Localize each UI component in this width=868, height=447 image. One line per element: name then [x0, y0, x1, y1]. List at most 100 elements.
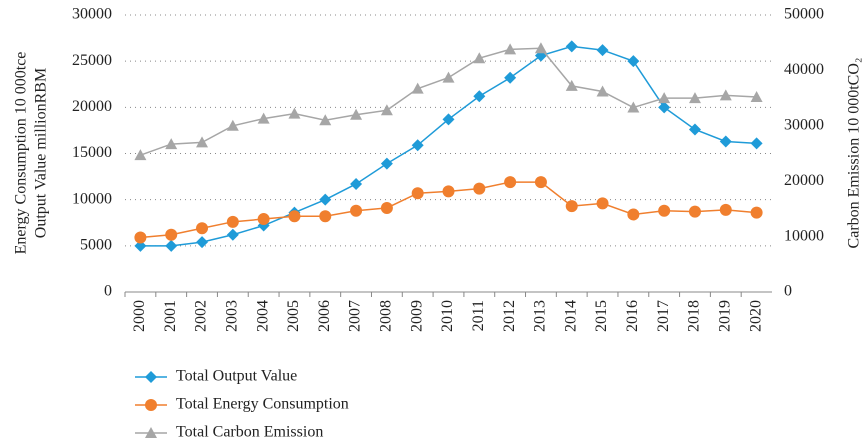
y-tick-label: 10000	[72, 190, 112, 207]
x-tick-label: 2020	[747, 300, 764, 332]
x-tick-label: 2013	[532, 300, 549, 332]
marker	[596, 85, 609, 97]
marker	[473, 90, 486, 103]
marker	[226, 228, 239, 241]
marker	[688, 92, 701, 104]
marker	[134, 149, 147, 161]
marker	[380, 201, 393, 214]
marker	[196, 222, 209, 235]
marker	[719, 135, 732, 148]
legend-label: Total Carbon Emission	[176, 424, 323, 441]
marker	[288, 210, 301, 223]
marker	[688, 123, 701, 136]
marker	[750, 90, 763, 102]
marker	[504, 176, 517, 189]
x-tick-label: 2008	[378, 300, 395, 332]
x-tick-label: 2006	[316, 300, 333, 332]
x-tick-label: 2000	[131, 300, 148, 332]
marker	[473, 182, 486, 195]
marker	[504, 43, 517, 55]
x-tick-label: 2010	[439, 300, 456, 332]
y2-tick-label: 40000	[784, 61, 824, 78]
marker	[750, 206, 763, 219]
y-tick-label: 30000	[72, 6, 112, 23]
x-tick-label: 2016	[624, 300, 641, 332]
marker	[319, 193, 332, 206]
y-tick-label: 25000	[72, 52, 112, 69]
y-tick-label: 15000	[72, 144, 112, 161]
marker	[627, 208, 640, 221]
marker	[165, 138, 178, 150]
x-tick-label: 2012	[501, 300, 518, 332]
marker	[627, 55, 640, 68]
marker	[165, 228, 178, 241]
marker	[411, 139, 424, 152]
x-tick-label: 2018	[686, 300, 703, 332]
marker	[350, 108, 363, 120]
marker	[226, 215, 239, 228]
marker	[719, 203, 732, 216]
marker	[257, 112, 270, 124]
x-tick-label: 2015	[593, 300, 610, 332]
marker	[596, 197, 609, 210]
y-axis-title-line: Output Value millionRBM	[33, 68, 50, 238]
marker	[442, 113, 455, 126]
legend-label: Total Output Value	[176, 368, 297, 385]
y-axis-title: Energy Consumption 10 000tce Output Valu…	[13, 52, 50, 255]
marker	[750, 137, 763, 150]
marker	[688, 205, 701, 218]
marker	[534, 176, 547, 189]
y2-tick-label: 50000	[784, 6, 824, 23]
marker	[534, 42, 547, 54]
x-tick-label: 2002	[193, 300, 210, 332]
y2-tick-label: 0	[784, 283, 792, 300]
x-tick-label: 2003	[224, 300, 241, 332]
marker	[350, 177, 363, 190]
marker	[196, 236, 209, 249]
marker	[350, 204, 363, 217]
x-tick-label: 2014	[562, 300, 579, 332]
marker	[565, 79, 578, 91]
legend-label: Total Energy Consumption	[176, 396, 349, 413]
x-tick-label: 2011	[470, 300, 487, 331]
marker	[411, 82, 424, 94]
marker	[442, 71, 455, 83]
x-tick-label: 2009	[408, 300, 425, 332]
y-tick-label: 0	[104, 283, 112, 300]
x-tick-label: 2005	[285, 300, 302, 332]
x-tick-label: 2019	[716, 300, 733, 332]
x-tick-label: 2004	[254, 300, 271, 332]
marker	[627, 101, 640, 113]
y2-tick-label: 20000	[784, 172, 824, 189]
marker	[473, 52, 486, 64]
marker	[288, 107, 301, 119]
marker	[134, 239, 147, 252]
marker	[504, 71, 517, 84]
x-tick-label: 2001	[162, 300, 179, 332]
marker	[565, 200, 578, 213]
marker	[442, 185, 455, 198]
marker	[319, 114, 332, 126]
marker	[226, 119, 239, 131]
marker	[380, 157, 393, 170]
marker	[257, 213, 270, 226]
marker	[165, 239, 178, 252]
marker	[658, 204, 671, 217]
marker	[596, 44, 609, 57]
y2-axis-title: Carbon Emission 10 000tCO₂	[846, 58, 863, 249]
y-tick-label: 20000	[72, 98, 112, 115]
marker	[658, 101, 671, 114]
marker	[134, 231, 147, 244]
marker	[145, 427, 157, 438]
marker	[411, 187, 424, 200]
marker	[145, 399, 157, 411]
y-tick-label: 5000	[80, 237, 112, 254]
marker	[196, 136, 209, 148]
marker	[719, 89, 732, 101]
y2-tick-label: 10000	[784, 227, 824, 244]
marker	[145, 371, 157, 383]
x-tick-label: 2017	[655, 300, 672, 332]
marker	[319, 210, 332, 223]
marker	[658, 92, 671, 104]
